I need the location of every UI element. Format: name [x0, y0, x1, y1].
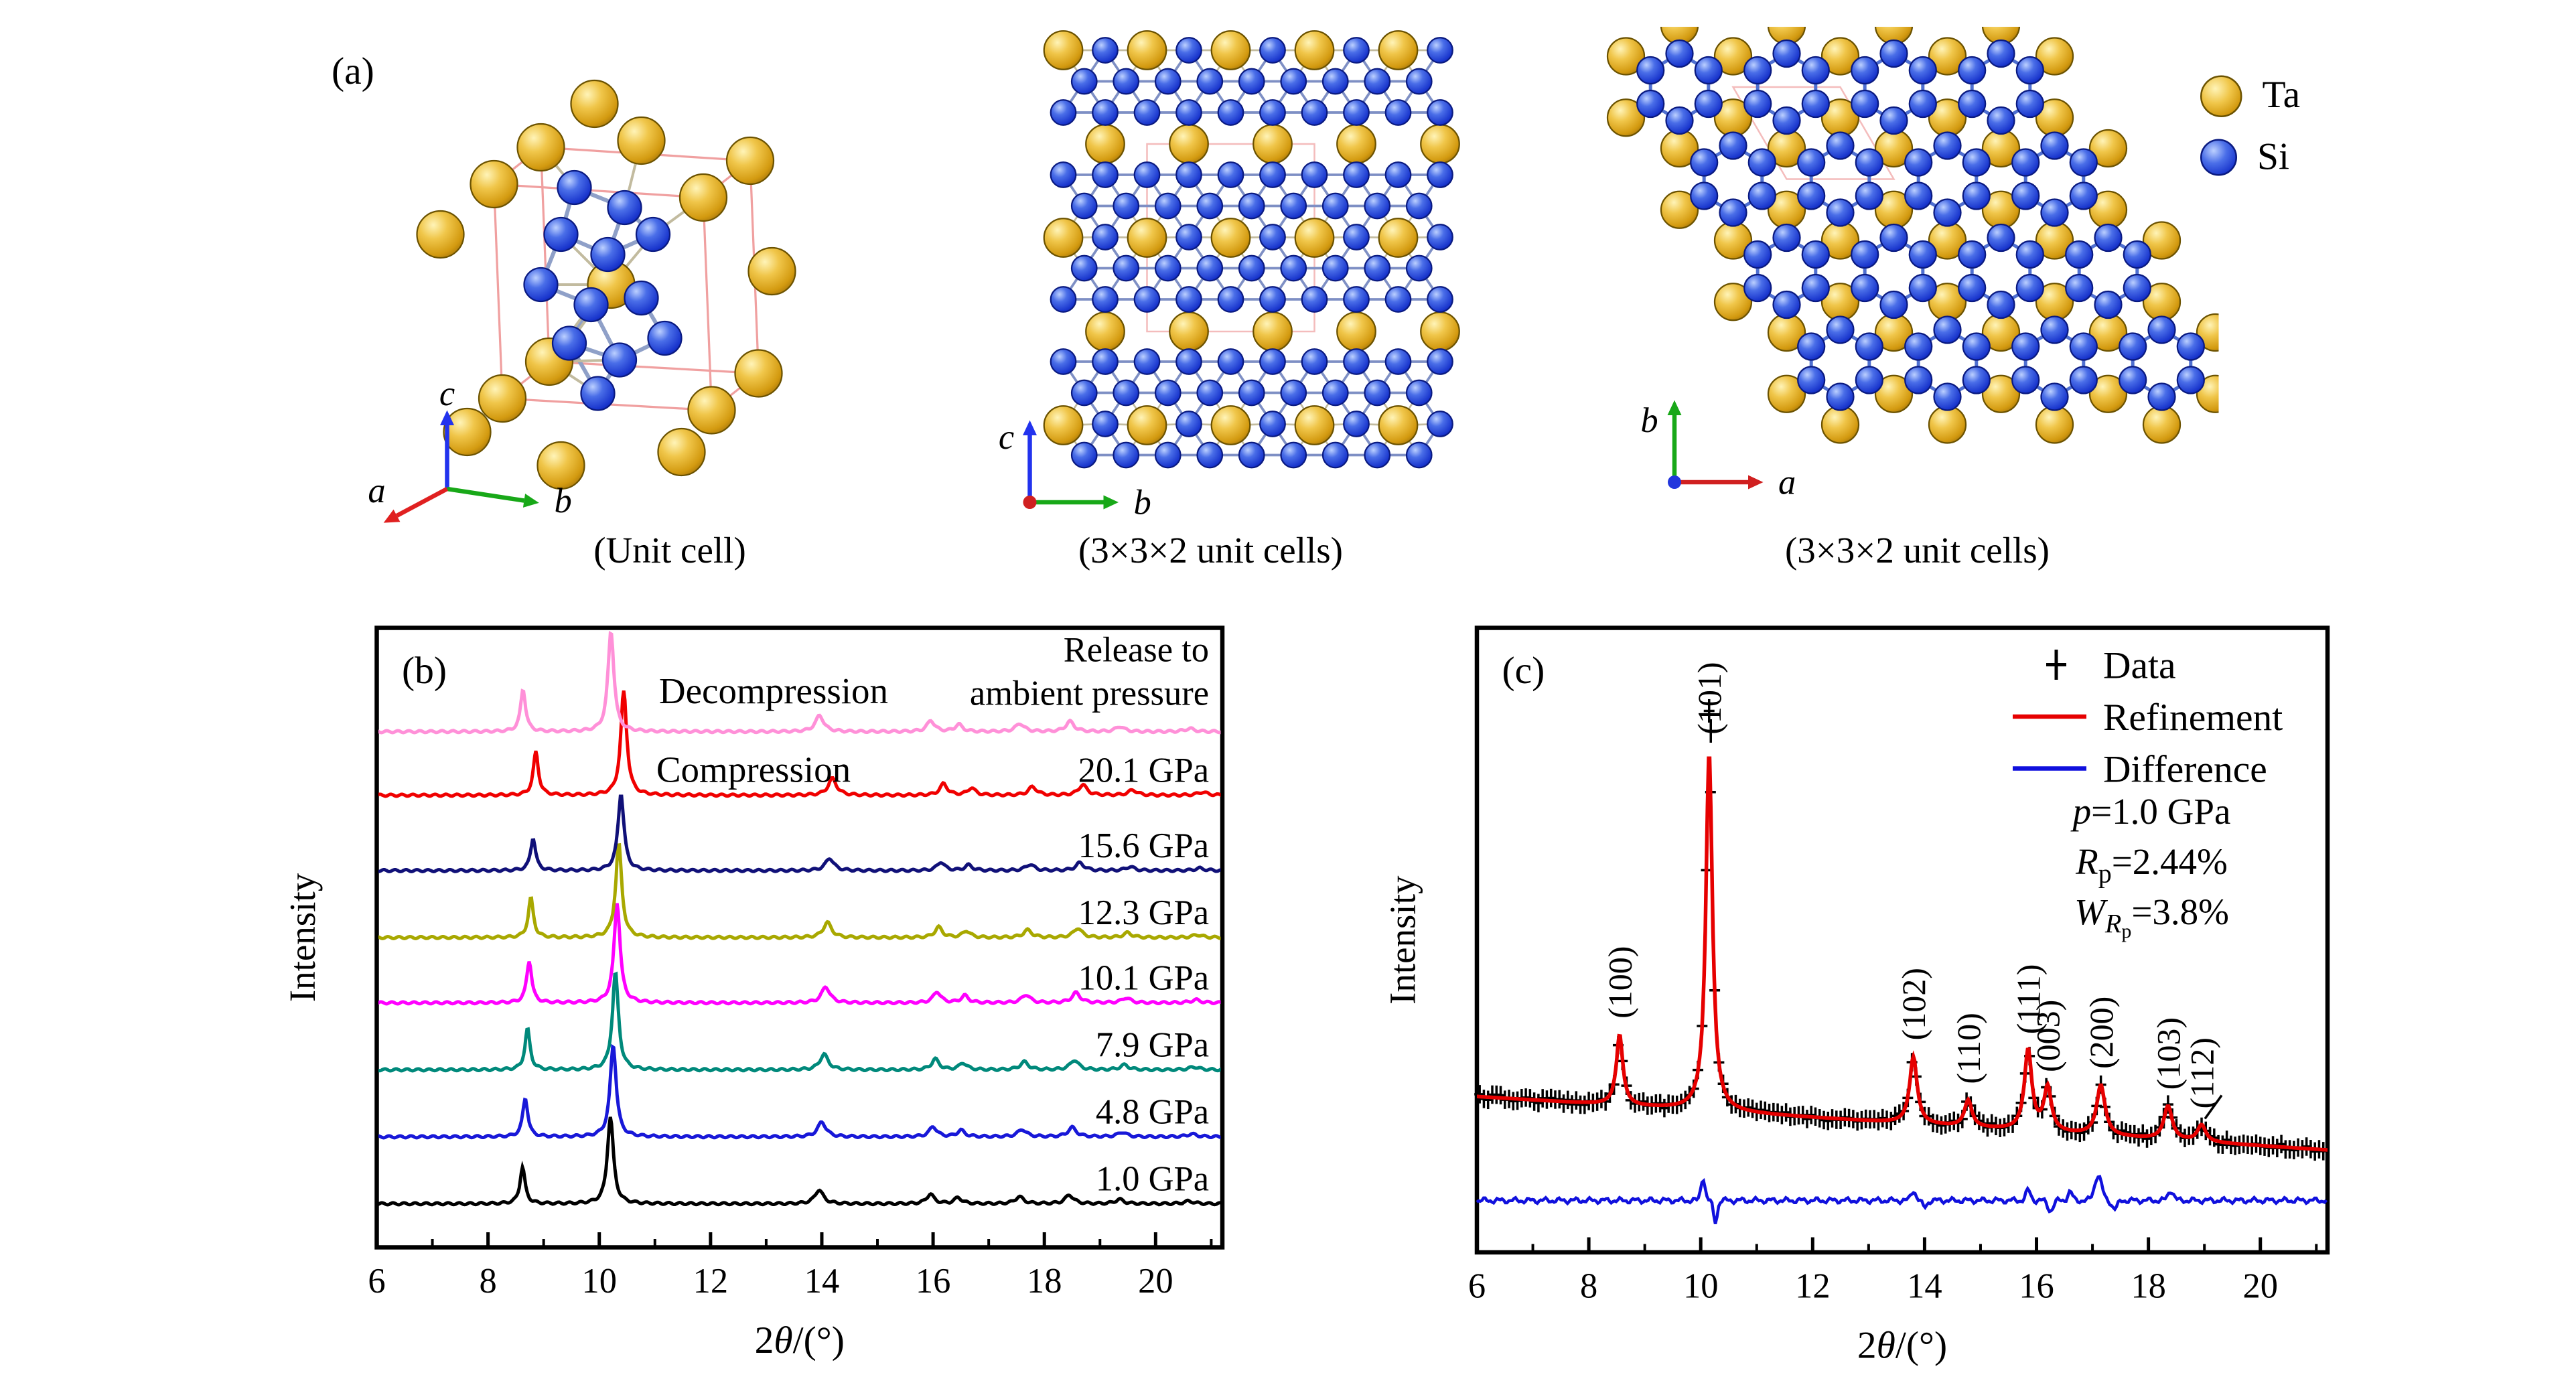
- svg-text:14: 14: [804, 1262, 840, 1301]
- legend-row-si: Si: [2200, 136, 2300, 179]
- unit-cell-structure: c b a: [368, 79, 796, 523]
- svg-text:ambient pressure: ambient pressure: [970, 674, 1209, 713]
- legend-row-ta: Ta: [2200, 74, 2300, 117]
- svg-text:18: 18: [2131, 1267, 2166, 1306]
- svg-text:(102): (102): [1895, 968, 1932, 1040]
- svg-text:WRp=3.8%: WRp=3.8%: [2074, 891, 2229, 942]
- svg-text:c: c: [439, 374, 455, 413]
- unit-cell-caption: (Unit cell): [593, 529, 746, 571]
- svg-text:4.8 GPa: 4.8 GPa: [1096, 1093, 1209, 1132]
- svg-text:15.6 GPa: 15.6 GPa: [1078, 826, 1209, 865]
- svg-text:16: 16: [2019, 1267, 2054, 1306]
- side-view-caption: (3×3×2 unit cells): [1078, 529, 1343, 571]
- rietveld-chart: 6 8 10 12 14 16 18 20 2θ/(°) Intensity (c) (100) (10…: [1390, 626, 2330, 1367]
- svg-text:Difference: Difference: [2103, 749, 2267, 791]
- svg-text:20: 20: [1138, 1262, 1173, 1301]
- svg-text:a: a: [1778, 463, 1796, 502]
- xrd-pressure-chart: 6 8 10 12 14 16 18 20 2θ/(°) Intensity (b) 1.0 GPa 4…: [285, 626, 1225, 1362]
- svg-text:Refinement: Refinement: [2103, 696, 2283, 739]
- svg-text:(200): (200): [2082, 997, 2120, 1069]
- svg-text:16: 16: [916, 1262, 951, 1301]
- top-view-structure: ba: [1606, 27, 2219, 502]
- svg-text:(100): (100): [1601, 946, 1639, 1019]
- svg-text:Compression: Compression: [656, 749, 851, 790]
- side-view-structure: cb: [999, 30, 1460, 522]
- svg-text:20: 20: [2242, 1267, 2278, 1306]
- svg-text:18: 18: [1027, 1262, 1062, 1301]
- svg-text:(b): (b): [402, 650, 447, 692]
- svg-text:8: 8: [1580, 1267, 1597, 1306]
- svg-text:7.9 GPa: 7.9 GPa: [1096, 1026, 1209, 1065]
- si-atom-icon: [2200, 139, 2237, 176]
- svg-text:12: 12: [693, 1262, 729, 1301]
- svg-text:c: c: [999, 418, 1014, 457]
- svg-text:(110): (110): [1950, 1013, 1987, 1084]
- svg-text:Rp=2.44%: Rp=2.44%: [2075, 841, 2228, 889]
- svg-text:10: 10: [581, 1262, 617, 1301]
- ta-label: Ta: [2262, 74, 2301, 116]
- svg-text:(112): (112): [2184, 1037, 2221, 1108]
- svg-text:10.1 GPa: 10.1 GPa: [1078, 959, 1209, 998]
- svg-text:6: 6: [368, 1262, 385, 1301]
- svg-text:1.0 GPa: 1.0 GPa: [1096, 1160, 1209, 1199]
- svg-text:6: 6: [1468, 1267, 1486, 1306]
- svg-text:12: 12: [1795, 1267, 1831, 1306]
- svg-text:(101): (101): [1691, 662, 1728, 734]
- svg-text:b: b: [1134, 484, 1151, 522]
- svg-text:b: b: [555, 482, 572, 520]
- top-view-caption: (3×3×2 unit cells): [1784, 529, 2050, 571]
- panel-a-label: (a): [332, 50, 374, 92]
- svg-text:14: 14: [1907, 1267, 1942, 1306]
- svg-text:2θ/(°): 2θ/(°): [755, 1319, 845, 1362]
- svg-text:(003): (003): [2029, 1000, 2067, 1072]
- svg-text:Release to: Release to: [1064, 631, 1209, 670]
- svg-text:(111): (111): [2009, 964, 2047, 1035]
- svg-text:10: 10: [1683, 1267, 1719, 1306]
- svg-text:Data: Data: [2103, 645, 2176, 687]
- si-label: Si: [2257, 135, 2289, 178]
- svg-text:a: a: [368, 471, 385, 510]
- svg-text:Decompression: Decompression: [659, 670, 888, 711]
- ta-atom-icon: [2200, 74, 2242, 117]
- svg-text:(c): (c): [1502, 650, 1545, 692]
- svg-text:2θ/(°): 2θ/(°): [1857, 1325, 1947, 1367]
- svg-text:b: b: [1640, 401, 1658, 440]
- svg-text:(103): (103): [2149, 1017, 2187, 1090]
- svg-text:12.3 GPa: 12.3 GPa: [1078, 893, 1209, 932]
- svg-text:20.1 GPa: 20.1 GPa: [1078, 751, 1209, 790]
- svg-text:Intensity: Intensity: [285, 873, 323, 1002]
- svg-text:8: 8: [479, 1262, 496, 1301]
- svg-text:Intensity: Intensity: [1390, 875, 1423, 1005]
- atom-legend: Ta Si: [2200, 74, 2300, 198]
- svg-text:p=1.0 GPa: p=1.0 GPa: [2070, 791, 2231, 832]
